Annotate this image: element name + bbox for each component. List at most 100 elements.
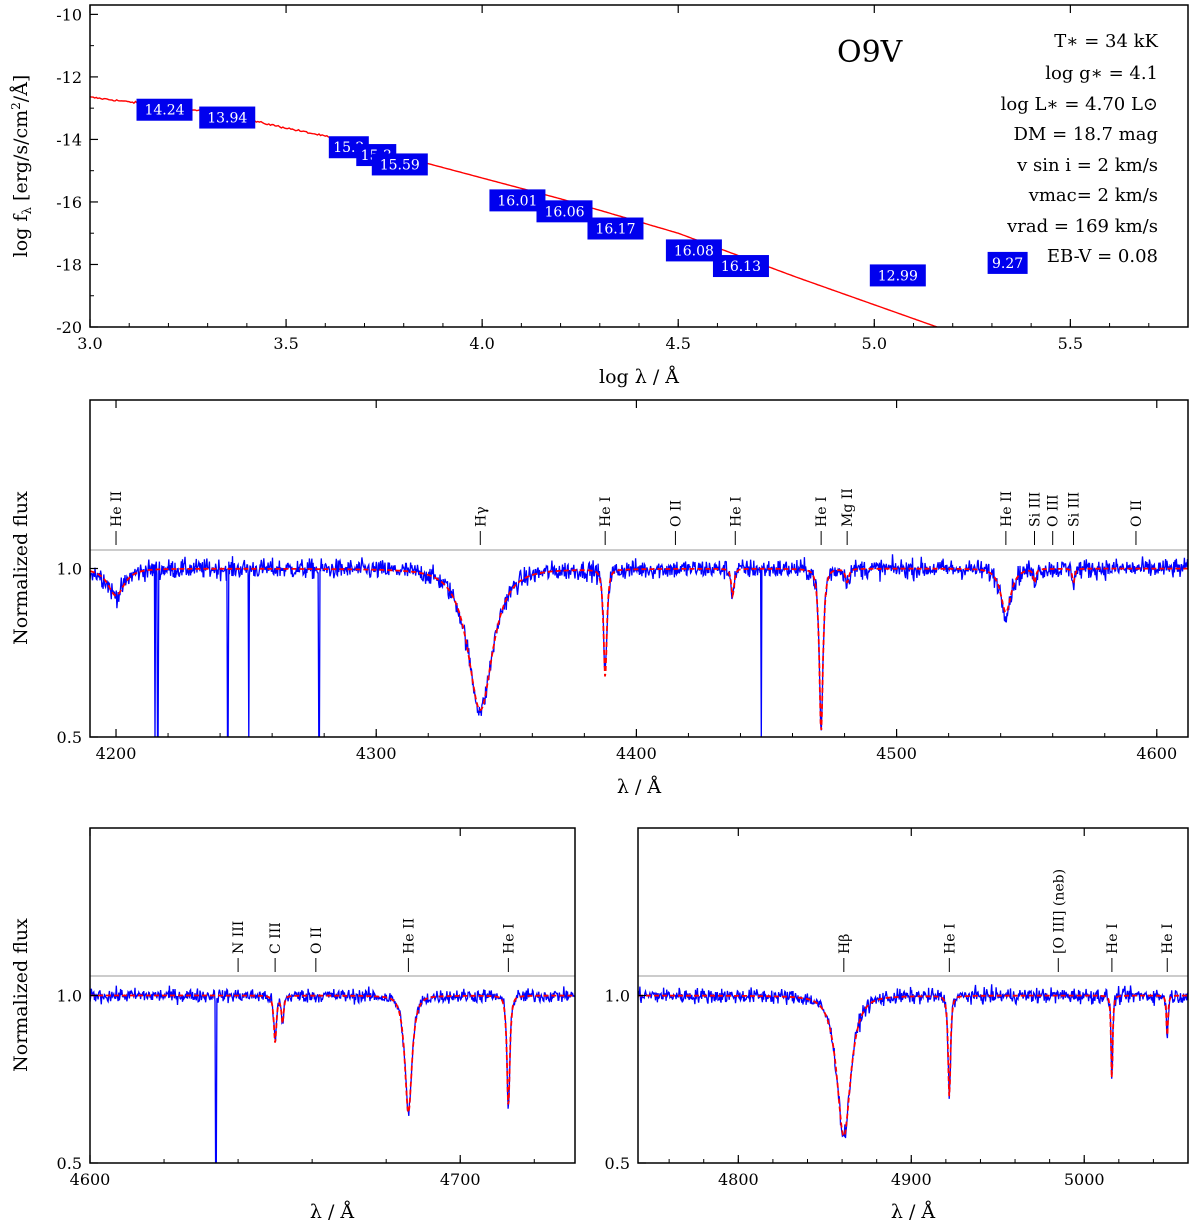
line-label-text: Hγ xyxy=(473,506,489,527)
sed-x-tick-label: 4.0 xyxy=(469,334,494,353)
photometry-label: 9.27 xyxy=(992,256,1023,272)
param-vrad: vrad = 169 km/s xyxy=(1006,216,1158,237)
photometry-label: 16.17 xyxy=(595,222,635,238)
line-label: He I xyxy=(501,924,517,972)
line-label: Hγ xyxy=(473,506,489,545)
sed-x-tick-label: 5.5 xyxy=(1058,334,1083,353)
spec1-x-tick-label: 4400 xyxy=(616,744,657,763)
photometry-box xyxy=(371,153,428,176)
spec2-observed-spectrum xyxy=(90,985,575,1163)
photometry-point: 16.06 xyxy=(536,200,593,223)
line-label: Si III xyxy=(1027,492,1043,545)
spec1-y-tick-label: 1.0 xyxy=(57,560,82,579)
photometry-box xyxy=(869,264,926,287)
spec3-observed-spectrum xyxy=(638,984,1188,1139)
spec3-y-tick-label: 0.5 xyxy=(605,1154,630,1173)
line-label: O II xyxy=(668,500,684,545)
line-label: He I xyxy=(942,924,958,972)
line-label-text: N III xyxy=(231,921,247,954)
spec3-x-label: λ / Å xyxy=(891,1201,936,1223)
spectrum-panel-red: Hβ He I [O III] (neb) He I He I 4800 4900 5000… xyxy=(605,827,1189,1223)
line-label-text: O III xyxy=(1046,494,1062,527)
spec1-observed-spectrum xyxy=(90,554,1188,737)
spec3-frame xyxy=(637,827,1189,1164)
sed-y-tick-label: -12 xyxy=(56,68,82,87)
line-label-text: [O III] (neb) xyxy=(1051,869,1067,954)
photometry-label: 16.08 xyxy=(674,243,714,259)
line-label-text: He II xyxy=(401,918,417,954)
photometry-point: 9.27 xyxy=(987,251,1028,274)
photometry-box xyxy=(536,200,593,223)
line-label-text: O II xyxy=(309,927,325,954)
photometry-label: 13.94 xyxy=(207,111,247,127)
photometry-box xyxy=(987,251,1028,274)
spec3-ticks: 4800 4900 5000 1.0 0.5 xyxy=(605,828,1154,1189)
line-label: O III xyxy=(1046,494,1062,545)
line-label: He I xyxy=(814,497,830,545)
sed-y-tick-label: -10 xyxy=(56,5,82,24)
sed-ticks: 3.0 3.5 4.0 4.5 5.0 5.5 -10 -12 -14 -16 -18 -20 xyxy=(56,5,1189,353)
param-logg: log g∗ = 4.1 xyxy=(1045,63,1158,84)
line-label: [O III] (neb) xyxy=(1051,869,1067,972)
line-label-text: He I xyxy=(501,924,517,954)
photometry-box xyxy=(587,217,644,240)
spec2-x-label: λ / Å xyxy=(310,1201,355,1223)
spec3-y-tick-label: 1.0 xyxy=(605,987,630,1006)
line-label-text: C III xyxy=(268,922,284,954)
spec2-ticks: 4600 4700 1.0 0.5 xyxy=(57,828,535,1189)
photometry-point: 15.59 xyxy=(371,153,428,176)
spec1-frame xyxy=(89,399,1189,738)
photometry-point: 16.17 xyxy=(587,217,644,240)
spec2-y-tick-label: 0.5 xyxy=(57,1154,82,1173)
spec2-line-labels: N III C III O II He II He I xyxy=(231,918,517,972)
spec2-frame xyxy=(89,827,576,1164)
line-label-text: He II xyxy=(999,491,1015,527)
photometry-box xyxy=(136,98,193,121)
param-dm: DM = 18.7 mag xyxy=(1013,124,1158,145)
param-logl: log L∗ = 4.70 L⊙ xyxy=(1001,94,1158,115)
photometry-box xyxy=(712,255,769,278)
sed-plot-area: 14.2413.9415.215.315.5916.0116.0616.1716… xyxy=(90,96,1028,327)
line-label-text: He I xyxy=(728,497,744,527)
spec1-y-tick-label: 0.5 xyxy=(57,728,82,747)
spec1-x-tick-label: 4500 xyxy=(876,744,917,763)
line-label: He I xyxy=(598,497,614,545)
line-label: C III xyxy=(268,922,284,972)
sed-y-tick-label: -18 xyxy=(56,255,82,274)
photometry-label: 16.13 xyxy=(721,259,761,275)
spec1-x-tick-label: 4300 xyxy=(356,744,397,763)
line-label-text: O II xyxy=(668,500,684,527)
sed-photometry: 14.2413.9415.215.315.5916.0116.0616.1716… xyxy=(136,98,1028,287)
spectrum-panel-mid: N III C III O II He II He I 4600 4700 1.0 0.5 λ… xyxy=(10,827,576,1223)
sed-y-label: log fλ [erg/s/cm2/Å] xyxy=(9,75,34,258)
line-label: He I xyxy=(728,497,744,545)
line-label: He II xyxy=(999,491,1015,545)
line-label-text: He I xyxy=(1160,924,1176,954)
spec3-line-labels: Hβ He I [O III] (neb) He I He I xyxy=(837,869,1176,972)
spec3-x-tick-label: 4900 xyxy=(891,1170,932,1189)
spec2-x-tick-label: 4700 xyxy=(440,1170,481,1189)
line-label-text: He I xyxy=(814,497,830,527)
spec2-x-tick-label: 4600 xyxy=(70,1170,111,1189)
line-label: Hβ xyxy=(837,934,853,972)
spec3-x-tick-label: 4800 xyxy=(718,1170,759,1189)
param-teff: T∗ = 34 kK xyxy=(1054,31,1158,52)
photometry-label: 15.59 xyxy=(380,157,420,173)
spec1-x-tick-label: 4600 xyxy=(1136,744,1177,763)
sed-x-tick-label: 3.5 xyxy=(273,334,298,353)
photometry-box xyxy=(665,239,722,262)
param-ebv: EB-V = 0.08 xyxy=(1047,246,1158,267)
sed-x-tick-label: 3.0 xyxy=(77,334,102,353)
sed-x-tick-label: 4.5 xyxy=(665,334,690,353)
photometry-label: 16.06 xyxy=(544,204,584,220)
sed-panel: 3.0 3.5 4.0 4.5 5.0 5.5 -10 -12 -14 -16 -18 -20 14.… xyxy=(9,4,1189,388)
sed-y-tick-label: -16 xyxy=(56,193,82,212)
sed-y-tick-label: -14 xyxy=(56,130,82,149)
sed-y-tick-label: -20 xyxy=(56,318,82,337)
photometry-label: 12.99 xyxy=(878,268,918,284)
line-label: Si III xyxy=(1067,492,1083,545)
spec1-model-spectrum xyxy=(90,567,1188,731)
line-label: O II xyxy=(1129,500,1145,545)
